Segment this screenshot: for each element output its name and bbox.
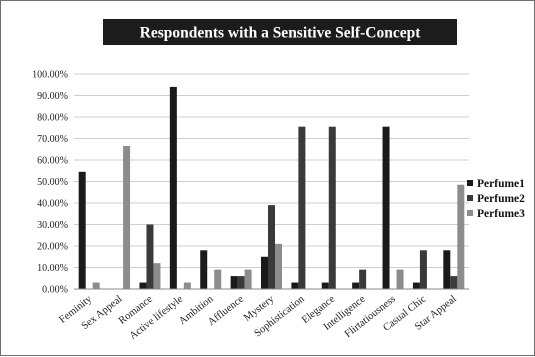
bar [328,126,336,290]
y-axis: 0.00% 10.00% 20.00% 30.00% 40.00% 50.00% 60.00… [32,70,68,296]
legend-label: Perfume2 [477,193,525,205]
bars [78,86,465,290]
chart-title: Respondents with a Sensitive Self-Concep… [140,25,422,42]
bar [146,224,154,289]
legend-swatch [467,210,473,216]
bar [123,146,131,289]
chart-title-background [103,19,457,45]
bar [359,269,367,289]
bar [169,86,177,290]
bar [321,282,329,289]
bar [230,276,238,289]
y-tick-label: 30.00% [37,220,68,231]
bar [298,126,306,290]
bar [412,282,420,289]
y-tick-label: 20.00% [37,242,68,253]
bar [92,282,100,289]
y-tick-label: 40.00% [37,199,68,210]
legend-label: Perfume3 [477,208,525,220]
bar [200,250,208,289]
bar [291,282,299,289]
legend: Perfume1 Perfume2 Perfume3 [467,178,525,220]
bar [78,171,86,289]
bar [275,243,282,289]
legend-label: Perfume1 [477,178,525,190]
bar [237,276,245,289]
y-tick-label: 90.00% [37,91,68,102]
y-tick-label: 10.00% [37,263,68,274]
y-tick-label: 80.00% [37,113,68,124]
legend-swatch [467,195,473,201]
bar [419,250,427,289]
bar [443,250,451,289]
bar [450,276,458,289]
bar [139,282,147,289]
bar [396,269,404,289]
y-tick-label: 100.00% [32,70,68,81]
bar [214,269,222,289]
y-tick-label: 0.00% [42,285,68,296]
y-tick-label: 70.00% [37,134,68,145]
bar [183,282,191,289]
y-tick-label: 60.00% [37,156,68,167]
bar [268,205,275,289]
legend-swatch [467,180,473,186]
bar [261,256,268,289]
y-tick-label: 50.00% [37,177,68,188]
bar [153,263,161,289]
bar [352,282,360,289]
bar [244,269,252,289]
bar [382,126,390,290]
bar [457,184,465,289]
